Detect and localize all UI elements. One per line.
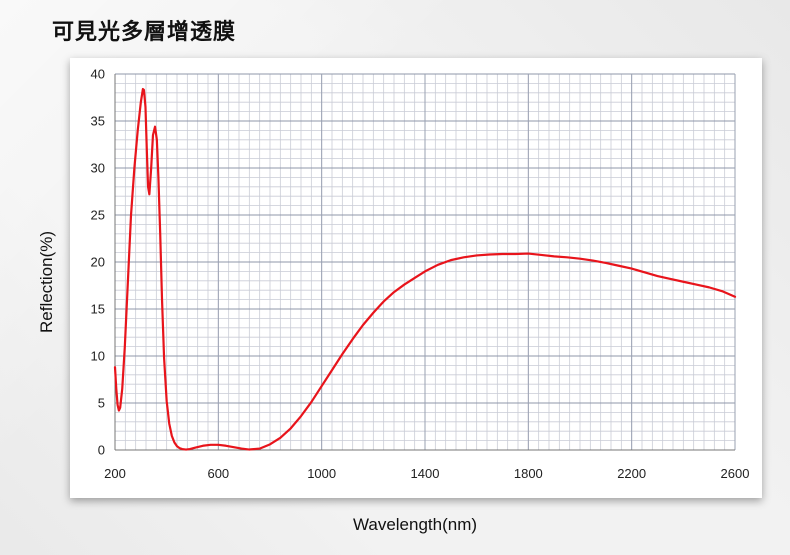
chart-panel: 0 5 10 15 20 25 30 35 40 200 600 1000 1400 1800 2200 26… bbox=[70, 58, 762, 498]
reflection-curve bbox=[113, 87, 737, 451]
y-tick-label: 25 bbox=[91, 208, 105, 223]
grid bbox=[114, 73, 736, 451]
y-tick-label: 0 bbox=[98, 443, 105, 458]
x-tick-label: 1800 bbox=[514, 466, 543, 481]
y-tick-label: 10 bbox=[91, 349, 105, 364]
axes bbox=[114, 74, 735, 451]
y-tick-label: 40 bbox=[91, 67, 105, 82]
x-tick-label: 600 bbox=[207, 466, 229, 481]
x-tick-label: 2600 bbox=[721, 466, 750, 481]
page-title: 可見光多層增透膜 bbox=[52, 20, 237, 45]
x-tick-label: 1000 bbox=[307, 466, 336, 481]
y-tick-label: 5 bbox=[98, 396, 105, 411]
y-tick-label: 30 bbox=[91, 161, 105, 176]
y-tick-label: 20 bbox=[91, 255, 105, 270]
y-tick-label: 15 bbox=[91, 302, 105, 317]
x-tick-label: 200 bbox=[104, 466, 126, 481]
y-tick-label: 35 bbox=[91, 114, 105, 129]
tick-labels: 0 5 10 15 20 25 30 35 40 200 600 1000 1400 1800 2200 26… bbox=[91, 67, 750, 482]
x-tick-label: 1400 bbox=[411, 466, 440, 481]
x-tick-label: 2200 bbox=[617, 466, 646, 481]
series-layer bbox=[113, 87, 737, 451]
reflection-chart: 0 5 10 15 20 25 30 35 40 200 600 1000 1400 1800 2200 26… bbox=[91, 67, 750, 482]
